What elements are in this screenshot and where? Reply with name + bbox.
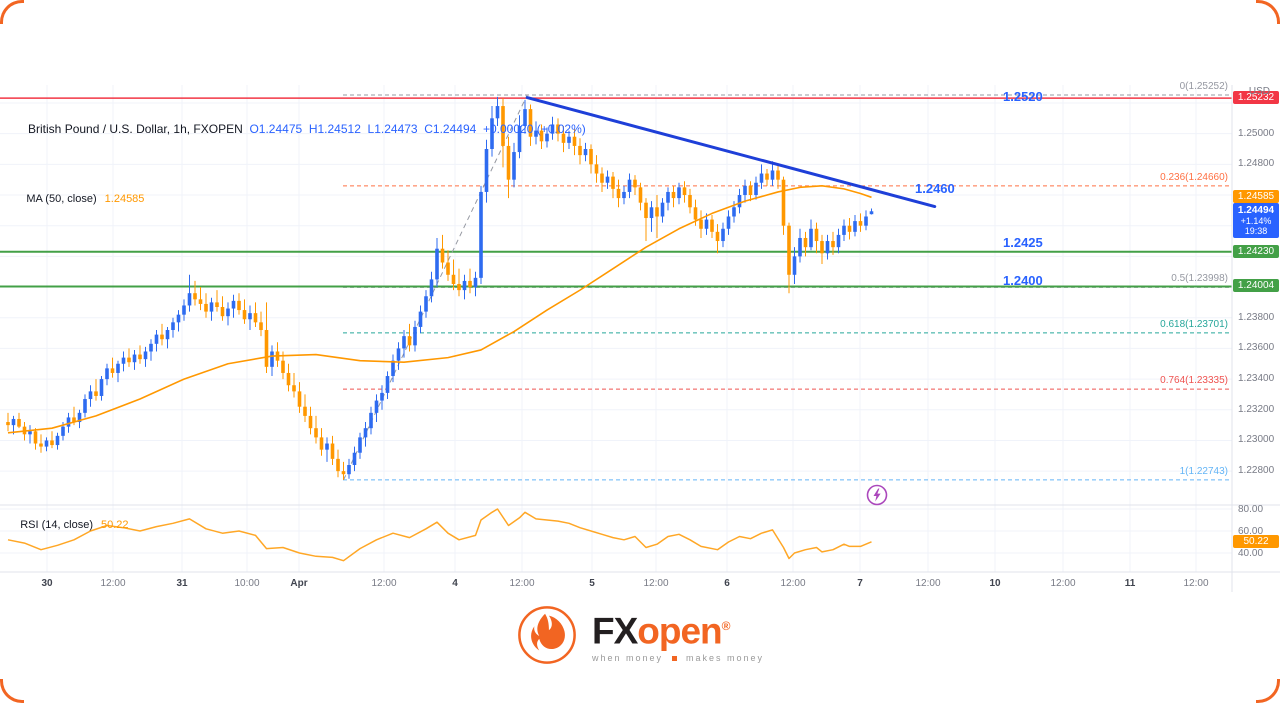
- chart-legend: British Pound / U.S. Dollar, 1h, FXOPEN …: [8, 80, 586, 245]
- time-axis-label: 12:00: [780, 578, 806, 589]
- time-axis-label: Apr: [290, 578, 308, 589]
- time-axis-label: 12:00: [371, 578, 397, 589]
- price-axis-label: 1.23000: [1238, 434, 1275, 446]
- fib-baseline-dashed: [343, 94, 528, 481]
- price-annotation[interactable]: 1.2460: [915, 181, 955, 197]
- ma-indicator-label[interactable]: MA (50, close): [26, 193, 97, 205]
- price-axis-label: 1.23200: [1238, 403, 1275, 415]
- price-level-tag: 1.25232: [1233, 91, 1279, 105]
- time-axis-label: 7: [857, 578, 863, 589]
- lightning-icon: [866, 484, 888, 506]
- rsi-indicator-label[interactable]: RSI (14, close): [20, 519, 93, 531]
- rsi-legend: RSI (14, close) 50.22: [8, 507, 129, 543]
- price-level-tag: 1.24230: [1233, 244, 1279, 258]
- price-axis-label: 1.25000: [1238, 127, 1275, 139]
- footer-branding: FXopen® when money makes money: [0, 604, 1280, 666]
- ohlc-values: O1.24475 H1.24512 L1.24473 C1.24494 +0.0…: [249, 122, 586, 136]
- rsi-value-tag: 50.22: [1233, 534, 1279, 548]
- price-axis-label: 1.23400: [1238, 373, 1275, 385]
- time-axis-label: 4: [452, 578, 458, 589]
- symbol-title[interactable]: British Pound / U.S. Dollar, 1h, FXOPEN: [28, 122, 243, 136]
- time-axis-label: 10: [989, 578, 1001, 589]
- time-axis-label: 11: [1124, 578, 1136, 589]
- time-axis-label: 12:00: [643, 578, 669, 589]
- time-axis-label: 6: [724, 578, 730, 589]
- tagline-square-icon: [672, 655, 677, 661]
- change-value: +0.00020 (+0.02%): [482, 122, 586, 136]
- horizontal-levels: [0, 97, 1232, 288]
- gridlines: [0, 85, 1232, 572]
- price-annotation[interactable]: 1.2400: [1003, 273, 1043, 289]
- ma-indicator-value: 1.24585: [104, 193, 145, 205]
- bar-countdown: 19:38: [1244, 226, 1268, 237]
- rsi-axis-label: 40.00: [1238, 548, 1264, 559]
- price-axis-label: 1.23800: [1238, 311, 1275, 323]
- trendline: [525, 96, 937, 209]
- candles: [6, 96, 874, 480]
- time-axis-label: 12:00: [509, 578, 535, 589]
- current-price-tag: 1.24494 +1.14% 19:38: [1233, 203, 1279, 239]
- time-axis-label: 12:00: [100, 578, 126, 589]
- time-axis-label: 31: [176, 578, 188, 589]
- time-axis-label: 12:00: [1050, 578, 1076, 589]
- price-annotation[interactable]: 1.2425: [1003, 234, 1043, 250]
- price-level-tag: 1.24585: [1233, 190, 1279, 204]
- fib-level-label[interactable]: 0(1.25252): [1179, 81, 1228, 92]
- rsi-indicator-value: 50.22: [100, 519, 129, 531]
- fib-level-label[interactable]: 0.236(1.24660): [1160, 171, 1228, 183]
- fib-level-label[interactable]: 0.764(1.23335): [1160, 375, 1228, 387]
- fib-level-label[interactable]: 0.618(1.23701): [1160, 318, 1228, 330]
- currency-label: USD: [1248, 86, 1270, 97]
- ma50-line: [7, 185, 872, 434]
- fib-level-label[interactable]: 1(1.22743): [1179, 465, 1228, 477]
- rsi-axis-label: 60.00: [1238, 526, 1264, 537]
- time-axis-label: 5: [589, 578, 595, 589]
- price-axis-label: 1.23600: [1238, 342, 1275, 354]
- fxopen-phoenix-logo: [518, 606, 576, 664]
- registered-mark: ®: [721, 618, 731, 633]
- brand-tagline: when money makes money: [591, 653, 765, 664]
- price-level-tag: 1.24004: [1233, 279, 1279, 293]
- rsi-line: [7, 508, 872, 562]
- time-axis-label: 30: [41, 578, 53, 589]
- fib-level-label[interactable]: 0.5(1.23998): [1171, 273, 1228, 285]
- time-axis-label: 10:00: [234, 578, 260, 589]
- lightning-badge[interactable]: [866, 484, 888, 506]
- brand-open: open: [637, 610, 722, 652]
- current-price-value: 1.24494: [1237, 205, 1275, 217]
- price-annotation[interactable]: 1.2520: [1003, 88, 1043, 104]
- rsi-axis-label: 80.00: [1238, 504, 1264, 515]
- current-price-percent: +1.14%: [1240, 216, 1272, 227]
- time-axis-label: 12:00: [1183, 578, 1209, 589]
- brand-fx: FX: [591, 610, 638, 652]
- time-axis-label: 12:00: [915, 578, 941, 589]
- price-axis-label: 1.24800: [1238, 158, 1275, 170]
- fxopen-wordmark: FXopen® when money makes money: [591, 607, 765, 664]
- price-axis-label: 1.22800: [1238, 465, 1275, 477]
